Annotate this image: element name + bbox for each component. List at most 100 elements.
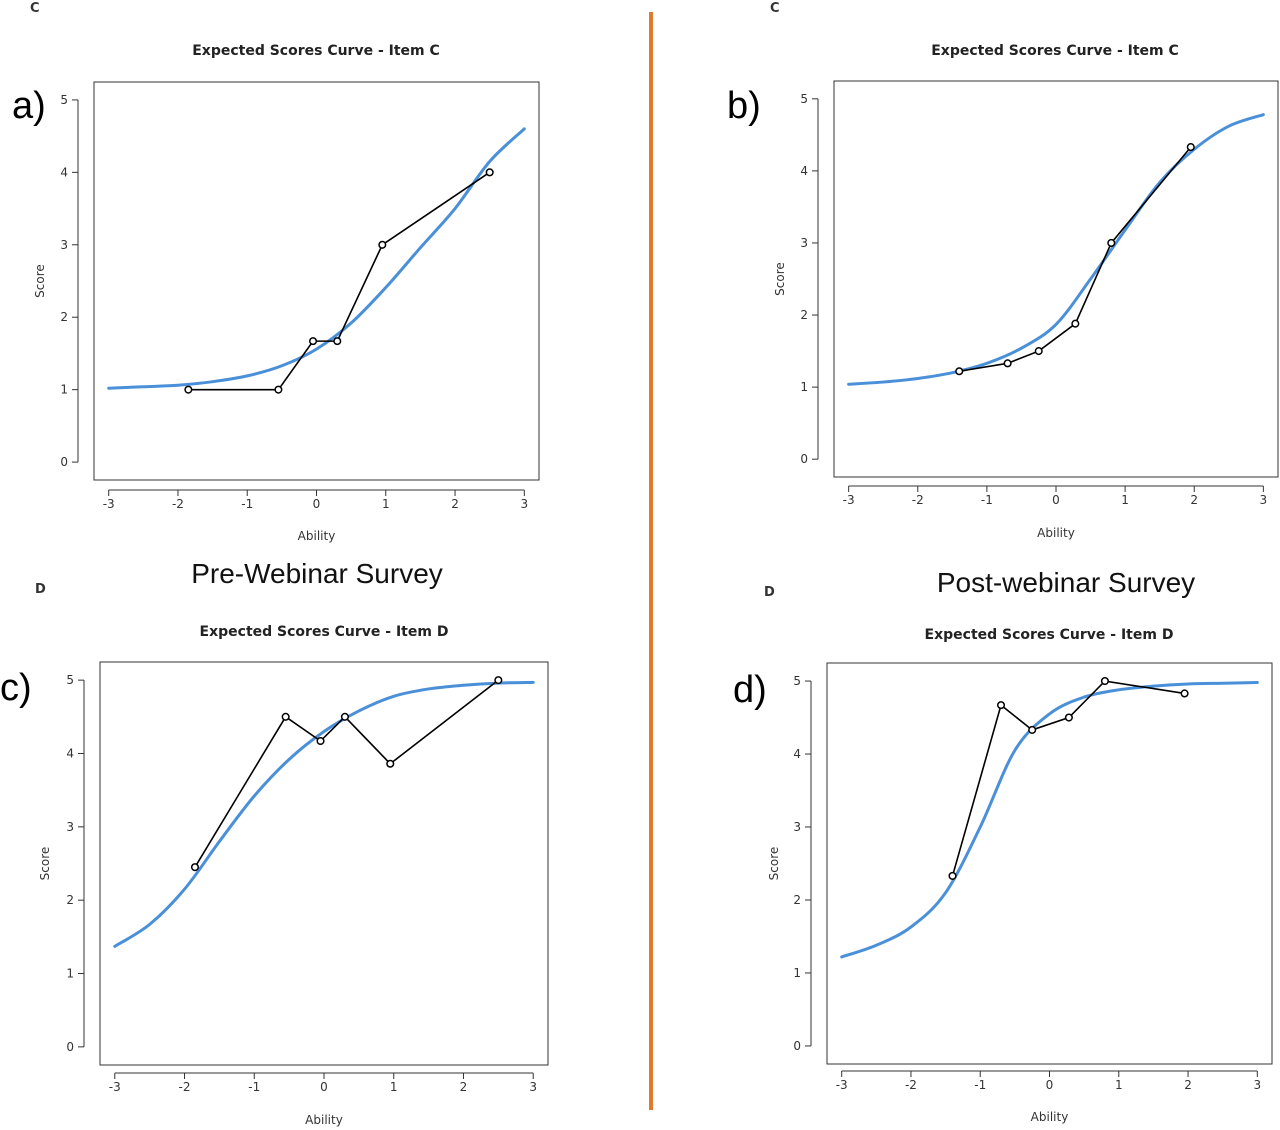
y-tick-label: 3 [66, 820, 74, 834]
x-axis-label: Ability [298, 529, 336, 543]
x-tick-label: 1 [390, 1080, 398, 1094]
item-letter: D [35, 582, 46, 597]
x-tick-label: -3 [109, 1080, 121, 1094]
panel-label: d) [733, 669, 767, 711]
x-tick-label: 3 [529, 1080, 537, 1094]
chart-title: Expected Scores Curve - Item C [192, 43, 440, 59]
observed-score-point [1100, 676, 1109, 686]
y-tick-label: 5 [66, 673, 74, 687]
x-tick-label: 2 [460, 1080, 468, 1094]
observed-score-point [274, 385, 283, 394]
observed-score-line [959, 146, 1192, 373]
chart-title: Expected Scores Curve - Item C [931, 43, 1179, 59]
observed-score-point [1107, 238, 1116, 248]
pre-webinar-survey-title: Pre-Webinar Survey [191, 558, 443, 589]
observed-score-point [333, 337, 342, 346]
y-tick-label: 0 [66, 1040, 74, 1054]
x-tick-label: 3 [1253, 1078, 1261, 1092]
x-tick-label: 0 [313, 497, 321, 511]
y-tick-label: 4 [800, 164, 808, 178]
observed-score-point [184, 385, 193, 394]
observed-score-line [951, 680, 1185, 877]
x-tick-label: -1 [981, 493, 993, 507]
panel-label: b) [727, 85, 761, 127]
y-tick-label: 1 [60, 383, 68, 397]
x-tick-label: 1 [1121, 493, 1129, 507]
post-webinar-survey-title: Post-webinar Survey [937, 567, 1195, 598]
x-tick-label: 0 [320, 1080, 328, 1094]
y-tick-label: 0 [60, 455, 68, 469]
plot-frame [833, 80, 1279, 478]
x-tick-label: -3 [843, 493, 855, 507]
item-letter: C [770, 1, 780, 16]
observed-score-point [1186, 143, 1195, 152]
plot-frame [826, 662, 1273, 1065]
observed-score-point [308, 337, 318, 346]
observed-score-point [190, 863, 200, 872]
y-tick-label: 0 [793, 1039, 801, 1053]
expected-score-curve [847, 113, 1265, 386]
chart-title: Expected Scores Curve - Item D [925, 627, 1174, 643]
x-tick-label: 2 [1190, 493, 1198, 507]
y-tick-label: 5 [800, 92, 808, 106]
observed-score-point [1064, 713, 1073, 722]
y-axis-label: Score [767, 847, 781, 881]
observed-score-point [340, 712, 349, 721]
y-tick-label: 1 [800, 380, 808, 394]
chart-panel-d: D Expected Scores Curve - Item D d) -3 -2 -1 0… [733, 585, 1273, 1124]
x-tick-label: 1 [1115, 1078, 1123, 1092]
observed-score-line [188, 171, 491, 391]
observed-score-line [194, 679, 499, 868]
x-tick-label: 2 [1184, 1078, 1192, 1092]
item-letter: C [30, 1, 40, 16]
y-tick-label: 4 [793, 747, 801, 761]
x-tick-label: -1 [248, 1080, 260, 1094]
observed-score-point [316, 736, 325, 746]
plot-frame [93, 81, 540, 481]
y-tick-label: 5 [793, 674, 801, 688]
x-tick-label: 3 [1260, 493, 1268, 507]
observed-score-point [1180, 689, 1189, 698]
observed-score-point [281, 712, 290, 721]
x-tick-label: -1 [241, 497, 253, 511]
x-tick-label: 3 [520, 497, 528, 511]
x-tick-label: -2 [172, 497, 184, 511]
x-tick-label: -3 [836, 1078, 848, 1092]
y-tick-label: 5 [60, 93, 68, 107]
expected-score-curve [840, 681, 1259, 959]
item-letter: D [764, 585, 775, 600]
observed-score-point [386, 759, 395, 768]
y-tick-label: 3 [793, 820, 801, 834]
observed-score-point [955, 367, 964, 376]
x-axis-label: Ability [1031, 1110, 1069, 1124]
chart-title: Expected Scores Curve - Item D [200, 624, 449, 640]
chart-panel-c: D Expected Scores Curve - Item D c) -3 -2 -1 0… [0, 582, 549, 1127]
x-tick-label: -2 [905, 1078, 917, 1092]
y-tick-label: 0 [800, 452, 808, 466]
y-tick-label: 4 [60, 165, 68, 179]
observed-score-point [494, 676, 503, 685]
panel-label: a) [12, 85, 46, 127]
observed-score-point [378, 240, 387, 249]
x-axis-label: Ability [1037, 526, 1075, 540]
y-tick-label: 4 [66, 746, 74, 760]
chart-panel-a: C Expected Scores Curve - Item C a) -3 -2 -1 0… [12, 1, 540, 543]
expected-score-curve [107, 127, 526, 390]
observed-score-point [1034, 347, 1043, 356]
x-tick-label: 2 [451, 497, 459, 511]
observed-score-point [1028, 725, 1037, 734]
y-tick-label: 3 [60, 238, 68, 252]
expected-score-curve [113, 680, 535, 948]
y-tick-label: 2 [60, 310, 68, 324]
x-tick-label: 0 [1046, 1078, 1054, 1092]
y-tick-label: 3 [800, 236, 808, 250]
y-tick-label: 2 [793, 893, 801, 907]
y-axis-label: Score [773, 262, 787, 296]
x-tick-label: -3 [103, 497, 115, 511]
y-axis-label: Score [38, 847, 52, 881]
observed-score-point [1071, 319, 1080, 328]
x-tick-label: 1 [382, 497, 390, 511]
x-tick-label: -2 [179, 1080, 191, 1094]
